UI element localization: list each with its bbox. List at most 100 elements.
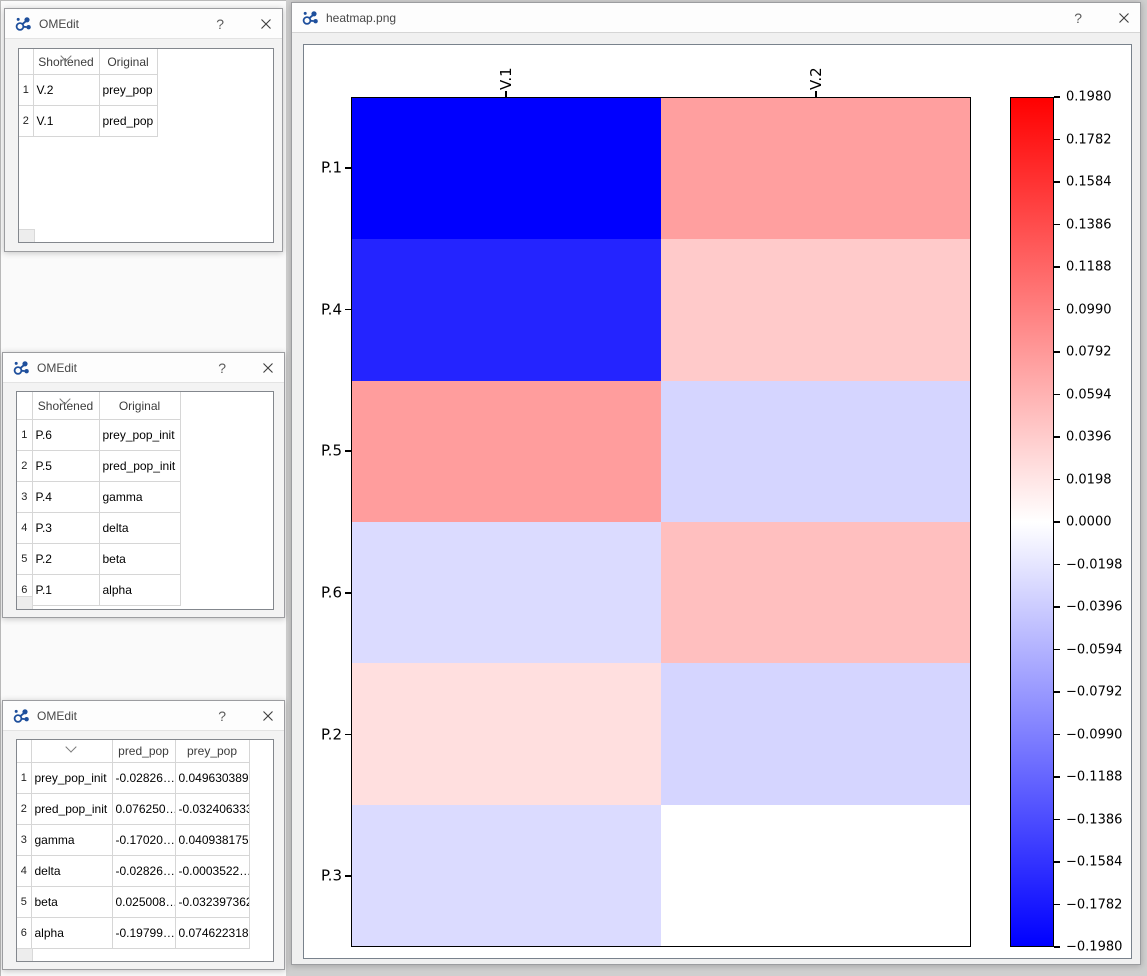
table-cell[interactable]: gamma [99,481,181,513]
table-cell[interactable]: pred_pop_init [99,450,181,482]
table-cell[interactable]: V.2 [33,74,100,106]
heatmap-cell [661,521,970,664]
table-cell[interactable]: -0.19799… [112,917,176,949]
row-number[interactable]: 2 [17,793,32,825]
table-filler [249,918,273,949]
heatmap-window-body: P.1 P.4 P.5 P.6 P.2 P.3 V.1 V.2 0.1980 0.1782 0.15… [292,33,1140,964]
table-row: 6 alpha -0.19799… 0.074622318 [17,917,273,949]
table-cell[interactable]: beta [99,543,181,575]
row-number[interactable]: 3 [17,824,32,856]
omedit-logo-icon [15,15,32,32]
colorbar-tick-label: 0.1980 [1066,89,1112,105]
colorbar-tick [1054,861,1060,863]
colorbar-tick-label: 0.1584 [1066,174,1112,190]
help-button[interactable]: ? [218,707,226,724]
table-cell[interactable]: gamma [31,824,113,856]
column-header[interactable]: prey_pop [175,740,250,763]
omedit-logo-icon [302,9,319,26]
row-number[interactable]: 1 [17,419,33,451]
table-cell[interactable]: prey_pop_init [99,419,181,451]
column-header[interactable]: Shortened [33,49,100,75]
table-row: 2 P.5 pred_pop_init [17,450,273,482]
colorbar-tick-label: 0.0396 [1066,429,1112,445]
table-cell[interactable]: -0.032397362 [175,886,250,918]
help-button[interactable]: ? [216,15,224,32]
close-button[interactable] [1118,12,1130,24]
table-row: 2 V.1 pred_pop [19,105,273,137]
table-filler [180,420,273,451]
table-cell[interactable]: beta [31,886,113,918]
column-header[interactable] [31,740,113,763]
table-row: 3 gamma -0.17020… 0.040938175 [17,824,273,856]
help-button[interactable]: ? [218,359,226,376]
row-number[interactable]: 2 [19,105,34,137]
colorbar-tick-label: 0.1188 [1066,259,1112,275]
table-cell[interactable]: 0.040938175 [175,824,250,856]
table-cell[interactable]: prey_pop_init [31,762,113,794]
row-number[interactable]: 4 [17,855,32,887]
table-cell[interactable]: P.1 [32,574,100,606]
table-cell[interactable]: alpha [31,917,113,949]
table-cell[interactable]: -0.02826… [112,762,176,794]
row-number[interactable]: 1 [19,74,34,106]
table-cell[interactable]: -0.032406333 [175,793,250,825]
omedit-logo-icon [13,359,30,376]
close-button[interactable] [260,18,272,30]
row-number[interactable]: 5 [17,543,33,575]
colorbar-tick [1054,648,1060,651]
close-button[interactable] [262,362,274,374]
close-button[interactable] [262,710,274,722]
x-axis-tick [505,91,507,97]
table-cell[interactable]: -0.17020… [112,824,176,856]
table-cell[interactable]: 0.025008… [112,886,176,918]
help-button[interactable]: ? [1074,9,1082,26]
colorbar-tick-label: 0.0000 [1066,514,1112,530]
row-number[interactable]: 3 [17,481,33,513]
window-titlebar[interactable]: OMEdit ? [3,353,284,383]
table-row: 1 prey_pop_init -0.02826… 0.049630389 [17,762,273,794]
colorbar-tick [1054,308,1060,311]
table-cell[interactable]: P.4 [32,481,100,513]
column-header[interactable]: Original [99,49,158,75]
table-cell[interactable]: delta [99,512,181,544]
row-number[interactable]: 1 [17,762,32,794]
table-row: 5 beta 0.025008… -0.032397362 [17,886,273,918]
row-number-header [19,49,34,75]
heatmap-cell [661,804,970,946]
table-cell[interactable]: V.1 [33,105,100,137]
colorbar-tick [1054,818,1060,821]
column-header[interactable]: Original [99,392,181,420]
table-row: 4 P.3 delta [17,512,273,544]
table-cell[interactable]: alpha [99,574,181,606]
table-cell[interactable]: delta [31,855,113,887]
table-cell[interactable]: P.2 [32,543,100,575]
heatmap-cell [352,804,661,946]
window-titlebar[interactable]: heatmap.png ? [292,3,1140,33]
table-cell[interactable]: prey_pop [99,74,158,106]
table-cell[interactable]: P.6 [32,419,100,451]
column-header[interactable]: pred_pop [112,740,176,763]
window-titlebar[interactable]: OMEdit ? [3,701,284,731]
table-cell[interactable]: pred_pop_init [31,793,113,825]
table-cell[interactable]: P.3 [32,512,100,544]
colorbar-tick-label: −0.0396 [1066,599,1123,615]
heatmap-row-label: P.4 [320,300,342,318]
heatmap-grid [352,98,970,946]
row-number[interactable]: 6 [17,917,32,949]
column-header[interactable]: Shortened [32,392,100,420]
table-cell[interactable]: pred_pop [99,105,158,137]
table-cell[interactable]: P.5 [32,450,100,482]
table-cell[interactable]: -0.0003522… [175,855,250,887]
table-cell[interactable]: 0.049630389 [175,762,250,794]
row-number[interactable]: 4 [17,512,33,544]
window-titlebar[interactable]: OMEdit ? [5,9,282,39]
row-number[interactable]: 2 [17,450,33,482]
table-cell[interactable]: 0.074622318 [175,917,250,949]
omedit-variables-window: OMEdit ? Shortened Original 1 V.2 prey_ [4,8,283,252]
table-cell[interactable]: 0.076250… [112,793,176,825]
row-number-header [17,740,32,763]
table-cell[interactable]: -0.02826… [112,855,176,887]
table-row: 5 P.2 beta [17,543,273,575]
row-number[interactable]: 5 [17,886,32,918]
colorbar [1010,97,1054,947]
